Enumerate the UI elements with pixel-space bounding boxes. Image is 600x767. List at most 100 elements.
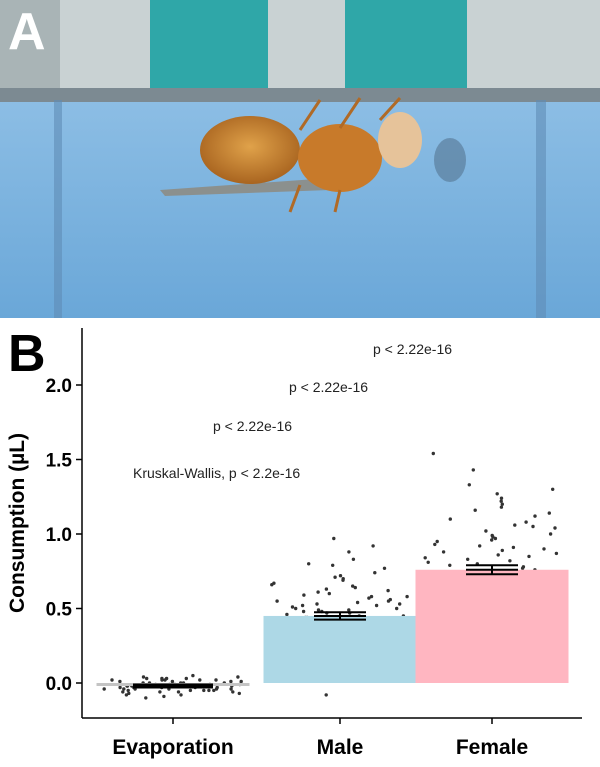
p-value-evap-male: p < 2.22e-16 [213, 418, 292, 434]
data-point [231, 690, 235, 694]
data-point [527, 554, 531, 559]
y-axis-label: Consumption (µL) [6, 433, 29, 613]
data-point [202, 688, 206, 693]
data-point [347, 550, 351, 554]
data-point [524, 520, 528, 524]
data-point [374, 603, 379, 608]
teal-well-right [345, 0, 467, 92]
data-point [473, 508, 477, 512]
data-point [499, 499, 503, 503]
bar-female [415, 569, 569, 683]
data-point [145, 676, 149, 681]
panel-a-label: A [8, 3, 46, 61]
data-point [435, 539, 439, 544]
panel-a-photo: A [0, 0, 600, 318]
x-tick-label-male: Male [317, 736, 364, 759]
y-tick-label: 0.5 [46, 600, 73, 621]
data-point [441, 550, 446, 554]
data-point [467, 483, 471, 487]
data-point [433, 542, 437, 547]
kruskal-wallis-label: Kruskal-Wallis, p < 2.2e-16 [133, 465, 300, 481]
rim-edge [0, 88, 600, 102]
data-point [448, 517, 452, 521]
y-tick-label: 2.0 [46, 376, 72, 397]
data-point [102, 687, 106, 691]
data-point [158, 690, 162, 694]
data-point [237, 691, 241, 696]
data-point [551, 487, 555, 491]
data-point [160, 678, 164, 682]
data-point [122, 687, 126, 691]
data-point [176, 690, 181, 694]
data-point [118, 679, 122, 684]
fly-thorax [298, 124, 382, 192]
data-point [500, 502, 504, 506]
data-point [126, 688, 130, 693]
well-divider-right [536, 100, 546, 318]
teal-well-left [150, 0, 268, 92]
data-point [531, 524, 535, 529]
data-point [179, 693, 183, 697]
data-point [239, 679, 243, 684]
data-point [398, 602, 402, 606]
data-point [495, 492, 499, 496]
data-point [290, 605, 295, 609]
data-point [333, 575, 337, 579]
data-point [405, 594, 409, 599]
data-point [270, 583, 274, 587]
data-point [491, 535, 495, 539]
data-point [300, 603, 305, 608]
y-tick-label: 1.0 [46, 525, 72, 546]
data-point [499, 505, 504, 509]
data-point [508, 559, 512, 563]
data-point [426, 560, 430, 564]
data-point [353, 585, 357, 590]
data-point [493, 536, 498, 541]
data-point [302, 593, 306, 597]
y-ticks: 0.0 0.5 1.0 1.5 2.0 [46, 376, 82, 695]
data-point [315, 602, 319, 606]
fly-head [378, 112, 422, 168]
data-point [351, 584, 355, 588]
data-point [207, 688, 211, 693]
data-point [285, 612, 289, 617]
data-point [162, 694, 166, 699]
data-point [198, 678, 202, 682]
p-value-male-female: p < 2.22e-16 [373, 341, 452, 357]
data-point [229, 679, 233, 684]
data-point [347, 608, 351, 612]
data-point [163, 678, 167, 682]
y-tick-label: 1.5 [46, 451, 73, 472]
consumption-bar-chart: 0.0 0.5 1.0 1.5 2.0 Evaporation Male Female Co… [6, 328, 582, 759]
data-point [118, 685, 122, 690]
data-point [466, 557, 470, 561]
data-point [478, 544, 482, 548]
data-point [395, 606, 399, 611]
fly-wing [160, 178, 330, 196]
fly [160, 96, 422, 213]
data-point [496, 553, 500, 557]
data-point [367, 596, 371, 600]
data-point [382, 566, 387, 570]
data-point [471, 468, 475, 472]
data-point [327, 591, 331, 596]
data-point [371, 544, 375, 548]
y-tick-label: 0.0 [46, 674, 72, 695]
x-tick-label-evaporation: Evaporation [112, 736, 233, 759]
data-point [355, 600, 360, 605]
data-point [547, 511, 551, 515]
data-point [548, 532, 553, 536]
data-point [554, 551, 559, 556]
panel-b-label: B [8, 325, 46, 383]
panel-b-chart: B 0.0 0.5 1.0 1.5 2.0 Evaporation Male Female … [0, 318, 600, 762]
error-bars [133, 564, 518, 689]
data-point [110, 678, 114, 682]
data-point [341, 578, 345, 582]
data-point [431, 451, 435, 456]
data-point [188, 688, 193, 693]
data-point [184, 676, 188, 681]
data-point [500, 548, 504, 553]
data-point [229, 687, 233, 691]
data-point [141, 675, 146, 679]
data-point [511, 545, 516, 550]
